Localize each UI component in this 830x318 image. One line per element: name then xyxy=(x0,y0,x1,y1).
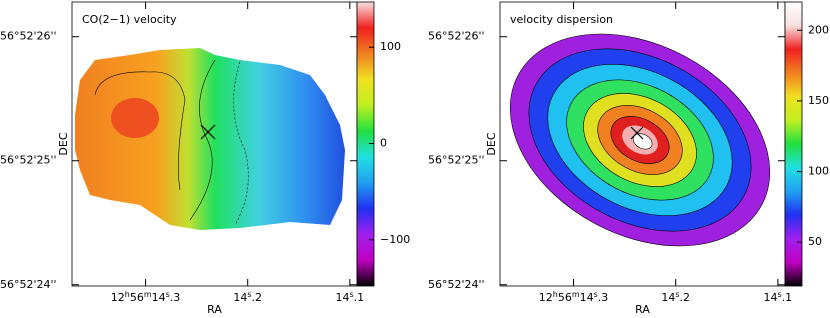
colorbar-tick-label: 100 xyxy=(808,165,829,178)
x-tick-label: 14s.2 xyxy=(233,290,262,305)
y-tick-label: 56°52'26'' xyxy=(0,30,57,43)
colorbar-tick-label: −100 xyxy=(380,233,410,246)
x-tick-label: 12h56m14s.3 xyxy=(111,290,181,305)
y-tick-label: 56°52'25'' xyxy=(428,154,485,167)
x-tick-label: 14s.1 xyxy=(764,290,793,305)
x-tick-label: 12h56m14s.3 xyxy=(539,290,609,305)
colorbar xyxy=(784,1,803,287)
colorbar-tick-label: 0 xyxy=(380,137,387,150)
x-axis-label: RA xyxy=(635,303,650,316)
panel-title: velocity dispersion xyxy=(510,13,613,26)
y-tick-label: 56°52'25'' xyxy=(0,154,57,167)
velocity-map xyxy=(75,48,345,230)
y-tick-label: 56°52'26'' xyxy=(428,30,485,43)
x-axis-label: RA xyxy=(207,303,222,316)
x-tick-label: 14s.2 xyxy=(661,290,690,305)
colorbar-tick-label: 150 xyxy=(808,94,829,107)
colorbar-tick-label: 200 xyxy=(808,23,829,36)
x-tick-label: 14s.1 xyxy=(336,290,365,305)
y-tick-label: 56°52'24'' xyxy=(428,278,485,291)
dispersion-map xyxy=(509,33,771,247)
center-marker xyxy=(630,126,644,140)
panel-title: CO(2−1) velocity xyxy=(82,13,177,26)
colorbar-tick-label: 100 xyxy=(380,40,401,53)
y-tick-label: 56°52'24'' xyxy=(0,278,57,291)
colorbar-tick-label: 50 xyxy=(808,235,822,248)
y-axis-label: DEC xyxy=(485,132,498,155)
y-axis-label: DEC xyxy=(57,132,70,155)
